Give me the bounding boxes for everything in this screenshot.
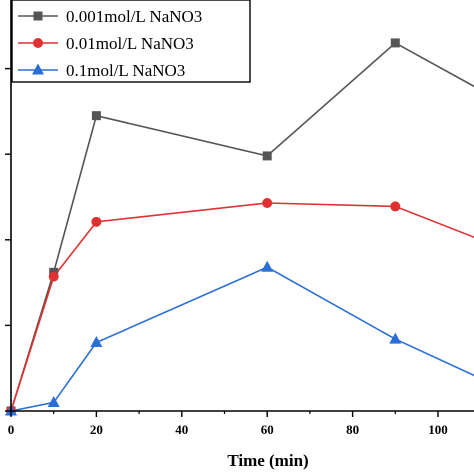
series-line-1 [10, 202, 474, 412]
legend-label-1: 0.01mol/L NaNO3 [66, 34, 194, 53]
legend-marker-0 [33, 11, 43, 21]
series-line-0 [10, 41, 474, 412]
x-tick-label-0: 0 [8, 422, 15, 437]
legend-box [11, 0, 251, 83]
data-point-1-3 [262, 197, 273, 208]
series-line-2 [10, 266, 474, 412]
data-point-2-3 [261, 260, 274, 272]
series-markers [5, 38, 402, 416]
legend-label-2: 0.1mol/L NaNO3 [66, 61, 185, 80]
x-axis-title: Time (min) [227, 451, 308, 470]
data-point-2-1 [47, 395, 60, 407]
legend-marker-1 [33, 38, 43, 48]
legend: 0.001mol/L NaNO3 0.01mol/L NaNO3 0.1mol/L … [11, 0, 251, 83]
x-tick-label-3: 60 [261, 422, 274, 437]
data-point-0-3 [262, 151, 272, 161]
data-point-2-2 [90, 336, 103, 348]
data-point-0-2 [91, 111, 101, 121]
x-axis-ticks: 0 20 40 60 80 100 [8, 411, 448, 437]
y-axis-ticks [5, 67, 11, 412]
x-tick-label-4: 80 [346, 422, 359, 437]
series-lines [10, 41, 474, 412]
x-tick-label-2: 40 [175, 422, 188, 437]
legend-marker-2 [32, 63, 44, 75]
data-point-1-1 [48, 271, 59, 282]
legend-label-0: 0.001mol/L NaNO3 [66, 7, 202, 26]
x-tick-label-1: 20 [90, 422, 103, 437]
data-point-1-4 [390, 201, 401, 212]
data-point-2-4 [389, 332, 402, 344]
data-point-0-4 [390, 38, 400, 48]
x-tick-label-5: 100 [428, 422, 448, 437]
data-point-1-2 [91, 216, 102, 227]
